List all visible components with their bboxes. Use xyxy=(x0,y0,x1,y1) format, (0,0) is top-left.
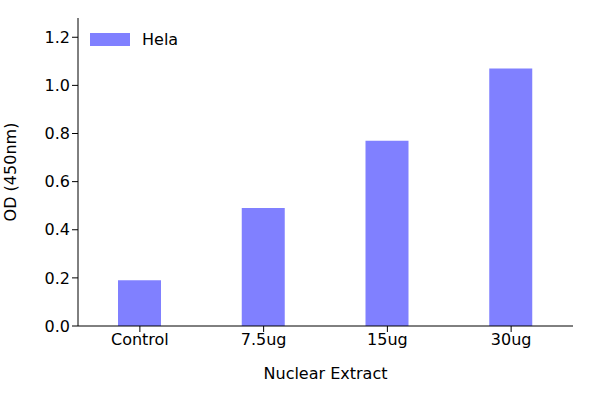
html-text:Hela: Hela xyxy=(142,30,179,49)
svg-text:30ug: 30ug xyxy=(491,330,532,349)
svg-text:1.0: 1.0 xyxy=(45,76,70,95)
svg-text:0.0: 0.0 xyxy=(45,317,70,336)
svg-text:0.6: 0.6 xyxy=(45,172,70,191)
svg-text:1.2: 1.2 xyxy=(45,28,70,47)
svg-text:0.4: 0.4 xyxy=(45,220,70,239)
svg-text:0.2: 0.2 xyxy=(45,269,70,288)
svg-text:7.5ug: 7.5ug xyxy=(241,330,287,349)
svg-text:OD (450nm): OD (450nm) xyxy=(8,123,20,222)
svg-text:0.8: 0.8 xyxy=(45,124,70,143)
svg-text:15ug: 15ug xyxy=(367,330,408,349)
svg-text:Control: Control xyxy=(111,330,169,349)
svg-text:Nuclear Extract: Nuclear Extract xyxy=(264,364,388,383)
